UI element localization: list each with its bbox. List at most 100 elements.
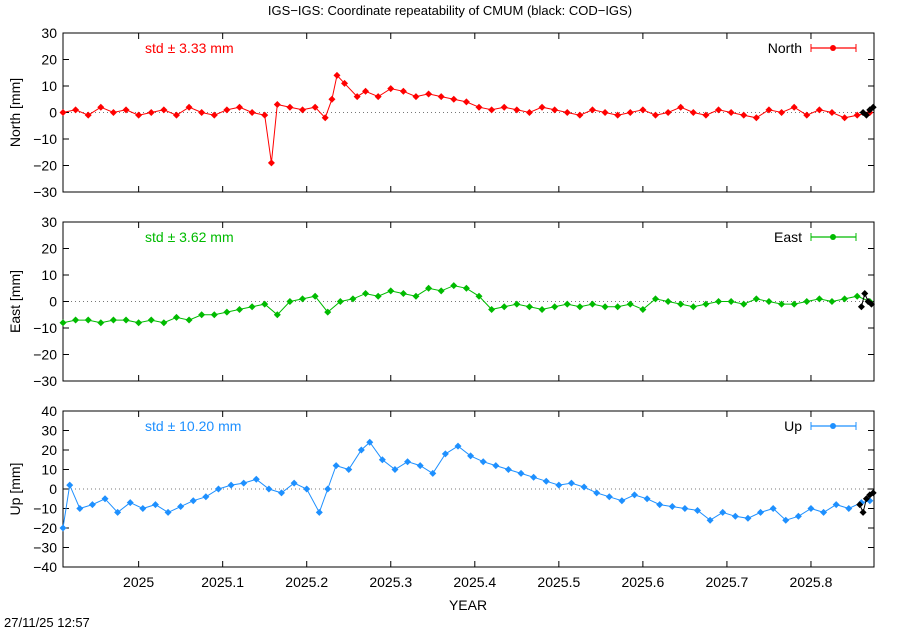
data-point [416,462,424,470]
data-point [651,295,659,303]
data-point [668,503,676,511]
data-point [828,109,836,116]
data-point [626,300,634,308]
data-point [605,493,613,501]
data-point [820,508,828,516]
data-point [147,316,155,324]
data-point [84,111,92,119]
data-point [101,495,109,503]
plot-frame [62,410,875,568]
data-point [151,501,159,509]
x-tick-label: 2025.5 [537,574,580,590]
data-point [135,111,143,119]
data-point [475,292,483,300]
data-point [530,473,538,481]
data-point [240,479,248,487]
data-point [639,305,647,313]
y-axis-label: Up [mm] [7,463,23,516]
data-point [656,501,664,509]
data-point [715,106,723,114]
data-point [303,485,311,493]
legend-marker [830,45,836,51]
data-point [841,114,849,122]
comparison-point [861,290,869,298]
data-point [807,505,815,512]
data-point [782,516,790,524]
data-point [332,462,340,470]
data-point [336,298,344,305]
data-point [286,103,294,111]
data-point [412,292,420,300]
data-point [399,290,407,298]
y-tick-label: 20 [41,241,57,257]
data-point [429,469,437,477]
y-tick-label: 20 [41,52,57,68]
x-tick-label: 2025.2 [285,574,328,590]
data-point [425,284,433,292]
data-point [479,458,487,466]
data-point [588,300,596,308]
data-point [593,489,601,497]
data-point [492,462,500,470]
data-point [677,300,685,308]
data-point [341,79,349,87]
data-point [601,109,609,116]
data-point [475,103,483,111]
data-point [719,508,727,516]
data-point [399,87,407,95]
data-point [643,495,651,503]
data-point [677,103,685,111]
data-point [488,305,496,313]
data-point [525,109,533,116]
data-point [261,111,269,119]
data-point [387,85,395,93]
data-point [189,497,197,505]
legend-label: North [768,40,802,56]
y-tick-label: 10 [41,78,57,94]
data-point [576,303,584,311]
y-tick-label: −30 [33,184,57,200]
legend: North [768,40,857,56]
data-point [538,103,546,111]
data-point [273,311,281,319]
data-point [273,101,281,109]
data-point [349,295,357,303]
comparison-point [859,508,867,516]
data-point [261,300,269,308]
data-point [88,501,96,509]
data-point [715,298,723,305]
data-point [235,305,243,313]
data-point [664,109,672,116]
data-point [357,446,365,454]
data-point [845,505,853,512]
x-tick-label: 2025 [123,574,154,590]
timestamp: 27/11/25 12:57 [4,615,90,630]
data-point [551,106,559,114]
legend-marker [830,234,836,240]
data-point [278,489,286,497]
data-point [727,109,735,116]
y-tick-label: −30 [33,540,57,556]
data-point [321,114,329,122]
data-point [353,93,361,101]
data-point [576,111,584,119]
data-point [467,452,475,460]
y-tick-label: 0 [49,481,57,497]
data-point [639,106,647,114]
data-point [311,103,319,111]
data-point [76,505,84,512]
data-point [412,93,420,101]
data-point [198,311,206,319]
y-tick-label: −10 [33,501,57,517]
data-point [72,316,80,324]
y-tick-label: 30 [41,423,57,439]
data-point [210,111,218,119]
data-point [84,316,92,324]
data-point [580,483,588,491]
panel-up: −40 −30 −20 −10 0 10 20 30 40 2025 2025.1 2025.2 202… [7,403,877,590]
x-tick-label: 2025.1 [201,574,244,590]
data-point [689,109,697,116]
series-line-north [62,74,870,163]
legend-label: East [774,229,802,245]
